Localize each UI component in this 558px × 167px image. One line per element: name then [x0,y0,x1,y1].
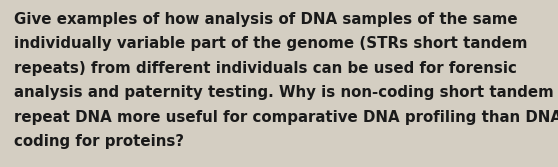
Text: Give examples of how analysis of DNA samples of the same: Give examples of how analysis of DNA sam… [14,12,518,27]
Text: analysis and paternity testing. Why is non-coding short tandem: analysis and paternity testing. Why is n… [14,85,554,100]
Text: repeats) from different individuals can be used for forensic: repeats) from different individuals can … [14,61,517,76]
Text: coding for proteins?: coding for proteins? [14,134,184,149]
Text: repeat DNA more useful for comparative DNA profiling than DNA: repeat DNA more useful for comparative D… [14,110,558,125]
Text: individually variable part of the genome (STRs short tandem: individually variable part of the genome… [14,36,527,51]
